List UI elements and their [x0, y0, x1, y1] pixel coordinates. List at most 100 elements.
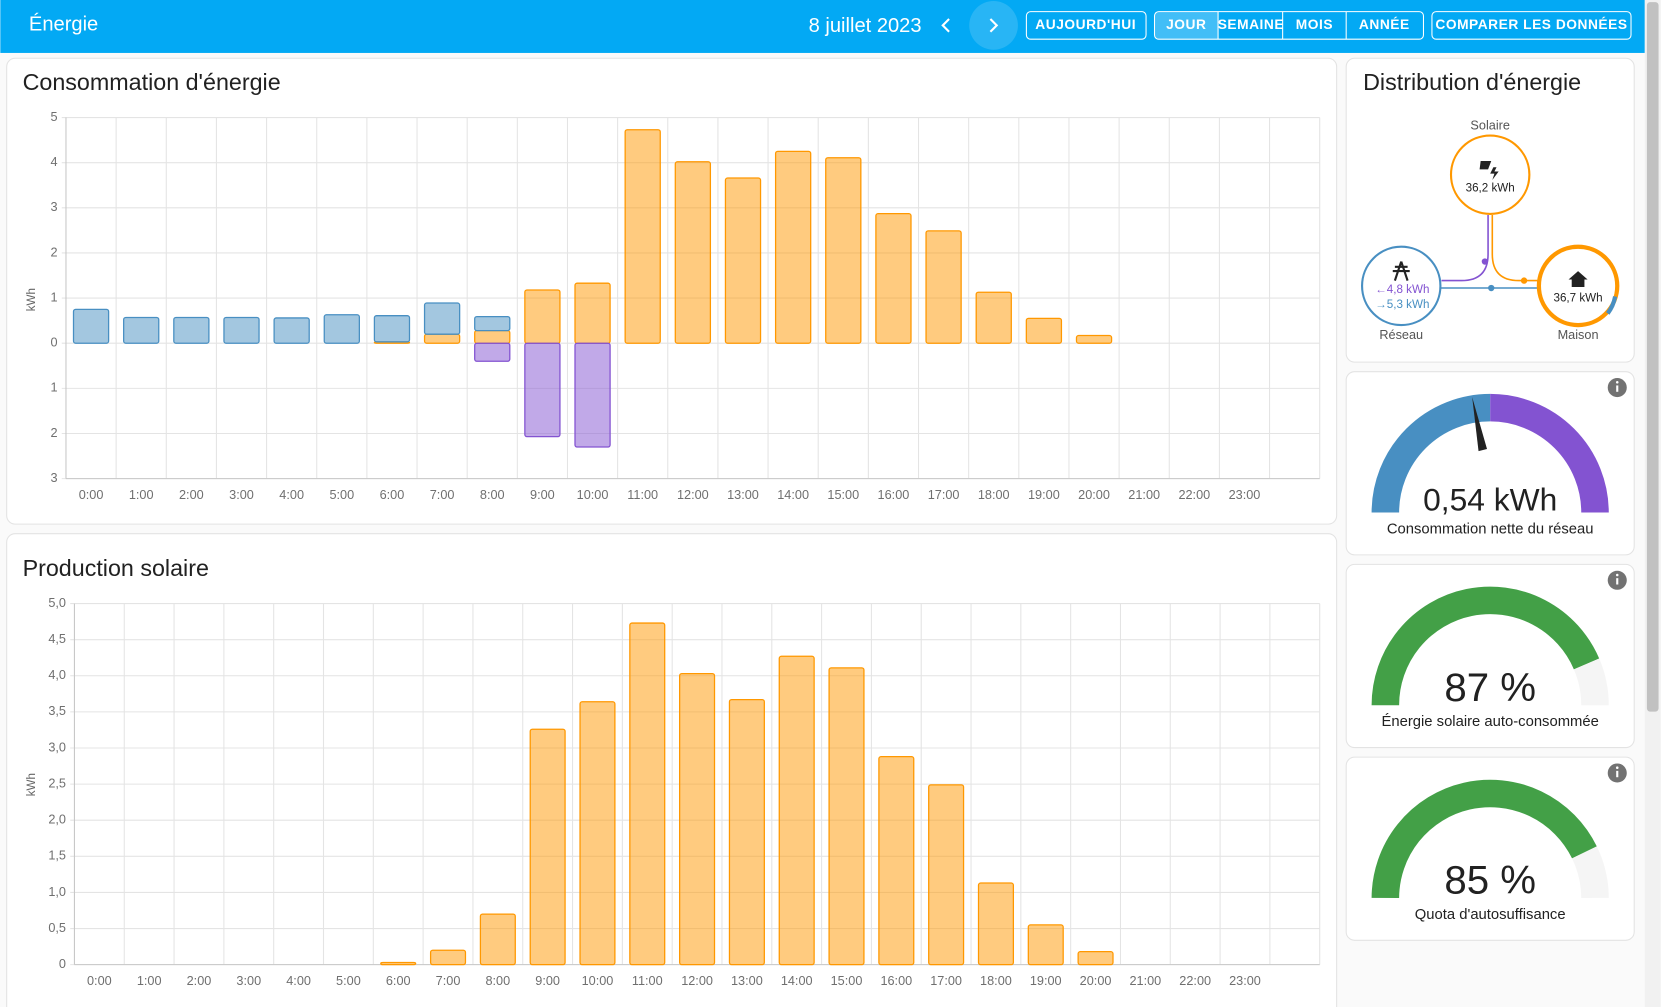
grid-icon [1392, 261, 1410, 281]
y-tick-label: 3,0 [48, 740, 66, 754]
y-tick-label: 2 [50, 426, 57, 440]
x-tick-label: 15:00 [827, 488, 859, 502]
x-tick-label: 14:00 [777, 488, 809, 502]
flow-dot [1488, 284, 1495, 292]
bar [429, 949, 467, 966]
bar [380, 961, 417, 966]
bar [423, 302, 461, 335]
period-selected [1155, 12, 1219, 39]
bar [629, 622, 666, 966]
x-tick-label: 1:00 [129, 488, 154, 502]
y-tick-label: 4 [50, 155, 57, 169]
x-tick-label: 18:00 [978, 488, 1010, 502]
x-tick-label: 22:00 [1178, 488, 1210, 502]
y-tick-label: 2 [50, 245, 57, 259]
bar [724, 177, 762, 344]
bar [674, 161, 712, 344]
x-tick-label: 5:00 [329, 488, 354, 502]
bar [524, 342, 561, 438]
period-button[interactable]: MOIS [1296, 17, 1333, 32]
x-tick-label: 21:00 [1129, 974, 1161, 988]
bar [574, 342, 611, 448]
card [1345, 756, 1635, 941]
bar [479, 913, 516, 966]
card-title: Consommation d'énergie [23, 69, 281, 95]
gauge-arc [1371, 586, 1600, 706]
y-tick-label: 5 [50, 110, 57, 124]
bar [925, 230, 962, 344]
x-tick-label: 21:00 [1128, 488, 1160, 502]
bar [774, 150, 812, 344]
bar [474, 342, 511, 362]
x-tick-label: 17:00 [930, 974, 962, 988]
x-tick-label: 23:00 [1229, 488, 1261, 502]
gauge-needle [1472, 397, 1488, 452]
info-icon[interactable] [1607, 570, 1627, 590]
bar [529, 728, 566, 966]
grid-node[interactable] [1361, 245, 1442, 327]
x-tick-label: 7:00 [430, 488, 455, 502]
x-tick-label: 19:00 [1030, 974, 1062, 988]
x-tick-label: 15:00 [831, 974, 863, 988]
bar [423, 333, 461, 344]
date: 8 juillet 2023 [809, 15, 922, 37]
bar [123, 316, 160, 344]
bar [1027, 924, 1064, 966]
scrollbar-thumb[interactable] [1646, 2, 1659, 712]
node-label: Maison [1558, 328, 1599, 342]
next-button[interactable] [969, 1, 1018, 50]
period-button[interactable]: ANNÉE [1359, 16, 1410, 32]
x-tick-label: 0:00 [87, 974, 112, 988]
x-tick-label: 10:00 [582, 974, 614, 988]
period-button[interactable]: SEMAINE [1218, 17, 1284, 32]
next-icon [989, 18, 999, 33]
previous-button[interactable] [941, 18, 950, 33]
y-tick-label: 1 [50, 290, 57, 304]
flow-line [1441, 214, 1489, 282]
bar [1075, 334, 1113, 344]
x-tick-label: 13:00 [727, 488, 759, 502]
flow-line [1491, 214, 1539, 282]
node-value: 36,2 kWh [1466, 182, 1515, 195]
info-icon[interactable] [1607, 763, 1627, 783]
home-icon [1568, 271, 1588, 287]
y-tick-label: 4,5 [48, 632, 66, 646]
gauge-arc [1371, 779, 1597, 899]
x-tick-label: 6:00 [380, 488, 405, 502]
bar [825, 157, 862, 344]
gauge-arc [1489, 393, 1609, 513]
x-tick-label: 2:00 [179, 488, 204, 502]
x-tick-label: 10:00 [577, 488, 609, 502]
y-tick-label: 3 [50, 200, 57, 214]
bar [474, 329, 511, 344]
compare-button[interactable] [1431, 11, 1632, 40]
x-tick-label: 7:00 [436, 974, 461, 988]
period-group [1153, 11, 1425, 40]
node-value: ←4,8 kWh [1375, 283, 1429, 296]
card [6, 57, 1338, 525]
page-title: Énergie [29, 13, 98, 36]
x-tick-label: 8:00 [485, 974, 510, 988]
period-button[interactable]: JOUR [1166, 17, 1206, 32]
x-tick-label: 20:00 [1078, 488, 1110, 502]
app-bar [0, 0, 1645, 53]
x-tick-label: 2:00 [187, 974, 212, 988]
solar-node[interactable] [1449, 134, 1531, 215]
today-button[interactable] [1025, 11, 1147, 40]
gauge-value: 87 % [1444, 665, 1536, 710]
info-icon[interactable] [1607, 378, 1627, 398]
x-tick-label: 18:00 [980, 974, 1012, 988]
bar [1077, 951, 1114, 966]
bar [373, 315, 411, 343]
y-tick-label: 5,0 [48, 596, 66, 610]
x-tick-label: 16:00 [878, 488, 910, 502]
bar [975, 291, 1012, 344]
x-tick-label: 17:00 [928, 488, 960, 502]
x-tick-label: 6:00 [386, 974, 411, 988]
x-tick-label: 23:00 [1229, 974, 1261, 988]
compare-label: COMPARER LES DONNÉES [1435, 16, 1627, 32]
x-tick-label: 0:00 [79, 488, 104, 502]
x-tick-label: 12:00 [677, 488, 709, 502]
bar [778, 655, 815, 966]
